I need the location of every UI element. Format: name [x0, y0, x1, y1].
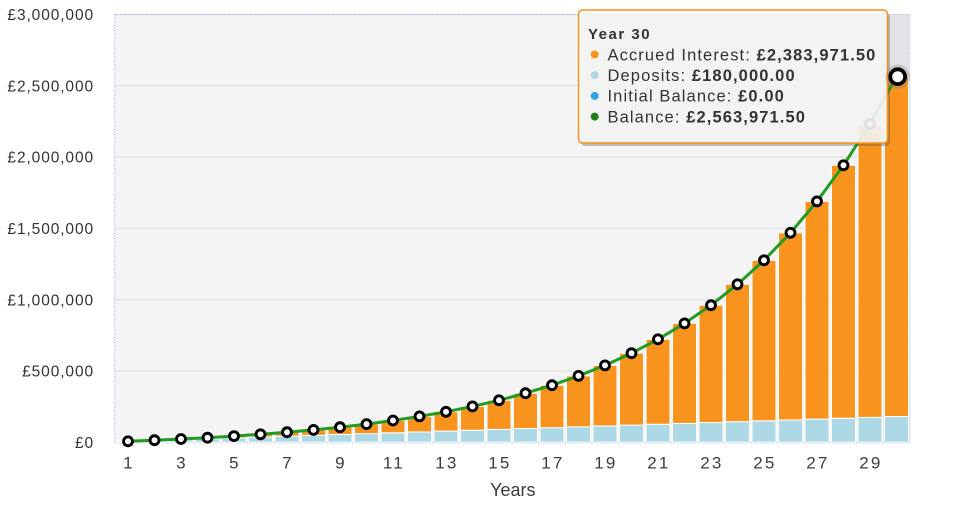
svg-text:Deposits: £180,000.00: Deposits: £180,000.00 [608, 67, 796, 85]
svg-text:£0: £0 [75, 435, 94, 452]
svg-text:3: 3 [176, 453, 188, 472]
svg-text:Years: Years [490, 480, 535, 500]
svg-text:£1,500,000: £1,500,000 [7, 221, 94, 238]
svg-text:Year 30: Year 30 [588, 26, 651, 43]
svg-text:25: 25 [753, 453, 776, 472]
svg-text:5: 5 [229, 453, 241, 472]
svg-text:21: 21 [647, 453, 670, 472]
svg-text:£2,500,000: £2,500,000 [7, 78, 94, 95]
svg-text:13: 13 [435, 453, 458, 472]
svg-text:Initial Balance: £0.00: Initial Balance: £0.00 [608, 88, 785, 106]
svg-text:15: 15 [488, 453, 511, 472]
svg-text:1: 1 [123, 453, 135, 472]
svg-text:23: 23 [700, 453, 723, 472]
svg-text:£500,000: £500,000 [22, 364, 94, 381]
svg-text:£1,000,000: £1,000,000 [7, 292, 94, 309]
svg-text:19: 19 [594, 453, 617, 472]
svg-text:£2,000,000: £2,000,000 [7, 150, 94, 167]
svg-text:9: 9 [335, 453, 347, 472]
svg-text:29: 29 [859, 453, 882, 472]
svg-text:Accrued Interest: £2,383,971.5: Accrued Interest: £2,383,971.50 [608, 46, 877, 64]
svg-text:27: 27 [806, 453, 829, 472]
svg-text:11: 11 [383, 453, 405, 472]
svg-text:Balance: £2,563,971.50: Balance: £2,563,971.50 [608, 108, 807, 126]
svg-text:17: 17 [541, 453, 564, 472]
svg-text:£3,000,000: £3,000,000 [7, 7, 94, 24]
svg-text:7: 7 [282, 453, 294, 472]
